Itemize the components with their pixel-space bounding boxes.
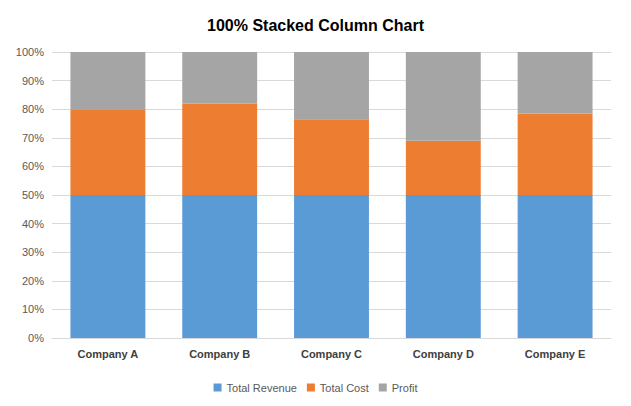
svg-text:50%: 50%	[22, 189, 44, 201]
svg-text:100% Stacked Column Chart: 100% Stacked Column Chart	[207, 17, 425, 34]
svg-text:80%: 80%	[22, 103, 44, 115]
svg-text:40%: 40%	[22, 218, 44, 230]
svg-text:20%: 20%	[22, 275, 44, 287]
svg-text:Company A: Company A	[78, 348, 139, 360]
svg-text:Company B: Company B	[189, 348, 250, 360]
svg-text:Company C: Company C	[301, 348, 362, 360]
svg-text:Profit: Profit	[392, 382, 418, 394]
svg-text:0%: 0%	[28, 332, 44, 344]
svg-text:70%: 70%	[22, 132, 44, 144]
svg-text:Company D: Company D	[413, 348, 474, 360]
svg-text:Company E: Company E	[525, 348, 586, 360]
svg-text:10%: 10%	[22, 303, 44, 315]
svg-text:Total Cost: Total Cost	[320, 382, 369, 394]
svg-text:100%: 100%	[16, 46, 44, 58]
svg-text:30%: 30%	[22, 246, 44, 258]
svg-text:60%: 60%	[22, 160, 44, 172]
svg-text:90%: 90%	[22, 75, 44, 87]
svg-text:Total Revenue: Total Revenue	[227, 382, 297, 394]
